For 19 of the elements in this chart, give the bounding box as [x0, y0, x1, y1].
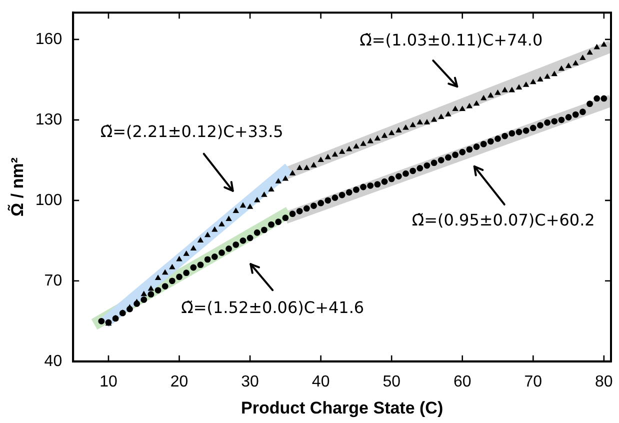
- y-tick-label: 70: [44, 272, 62, 290]
- x-axis-title: Product Charge State (C): [240, 398, 444, 418]
- y-tick-label: 130: [35, 111, 62, 128]
- y-tick-label: 40: [44, 352, 62, 370]
- x-tick-label: 60: [453, 373, 472, 390]
- y-axis-title: Ω̃ / nm²: [6, 157, 27, 216]
- x-tick-label: 40: [312, 373, 330, 390]
- annotation: Ω̃=(0.95±0.07)C+60.2: [412, 210, 595, 230]
- y-tick-label: 160: [35, 30, 62, 48]
- x-tick-label: 20: [170, 373, 188, 390]
- x-tick-label: 70: [524, 373, 542, 390]
- x-tick-label: 80: [595, 373, 613, 390]
- y-tick-label: 100: [35, 192, 62, 209]
- x-tick-label: 50: [382, 373, 401, 390]
- annotation: Ω̃=(1.52±0.06)C+41.6: [181, 298, 364, 318]
- annotation: Ω̃=(2.21±0.12)C+33.5: [100, 122, 284, 141]
- x-tick-label: 30: [241, 373, 260, 390]
- x-tick-label: 10: [100, 373, 118, 390]
- annotation: Ω̃=(1.03±0.11)C+74.0: [360, 30, 543, 50]
